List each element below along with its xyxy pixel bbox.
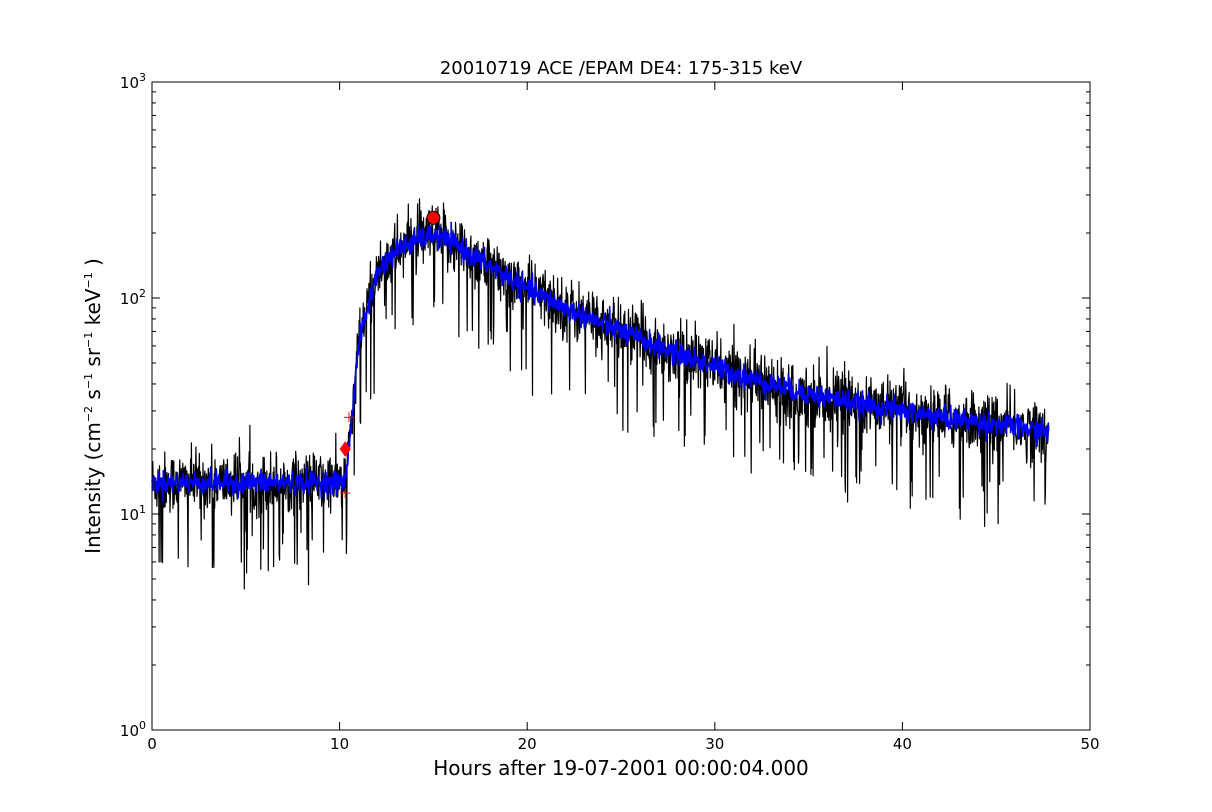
y-label-kev: keV [81,288,105,332]
plus-marker [340,488,351,499]
y-label-exp-sr: −1 [82,332,95,348]
tick-layer [151,81,1091,731]
peak-marker [426,210,441,225]
onset-marker [339,441,351,457]
y-tick-label: 103 [120,71,146,92]
marker-layer [339,210,441,499]
x-tick-label: 40 [893,735,912,753]
x-axis-label: Hours after 19-07-2001 00:00:04.000 [433,756,809,780]
x-tick-label: 30 [705,735,724,753]
y-label-exp-kev: −1 [82,272,95,288]
series-layer [151,198,1050,590]
x-tick-label: 0 [147,735,157,753]
x-tick-label: 10 [330,735,349,753]
y-label-sr: sr [81,347,105,373]
plot-frame [151,81,1091,731]
y-tick-label: 101 [120,503,146,524]
y-label-suffix: ) [81,258,105,272]
x-tick-labels: 0 10 20 30 40 50 [147,735,1099,753]
y-label-exp-cm: −2 [82,406,95,422]
y-tick-label: 100 [120,719,146,740]
x-tick-label: 20 [518,735,537,753]
y-axis-label: Intensity (cm−2 s−1 sr−1 keV−1 ) [81,258,105,554]
chart-title: 20010719 ACE /EPAM DE4: 175-315 keV [440,58,803,79]
y-label-s: s [81,389,105,406]
y-label-prefix: Intensity (cm [81,422,105,554]
x-tick-label: 50 [1080,735,1099,753]
y-tick-label: 102 [120,287,146,308]
plus-marker [343,412,354,423]
series-line [151,221,1050,503]
y-tick-labels: 100 101 102 103 [120,71,146,740]
y-label-exp-s: −1 [82,373,95,389]
plot-area [151,81,1091,731]
